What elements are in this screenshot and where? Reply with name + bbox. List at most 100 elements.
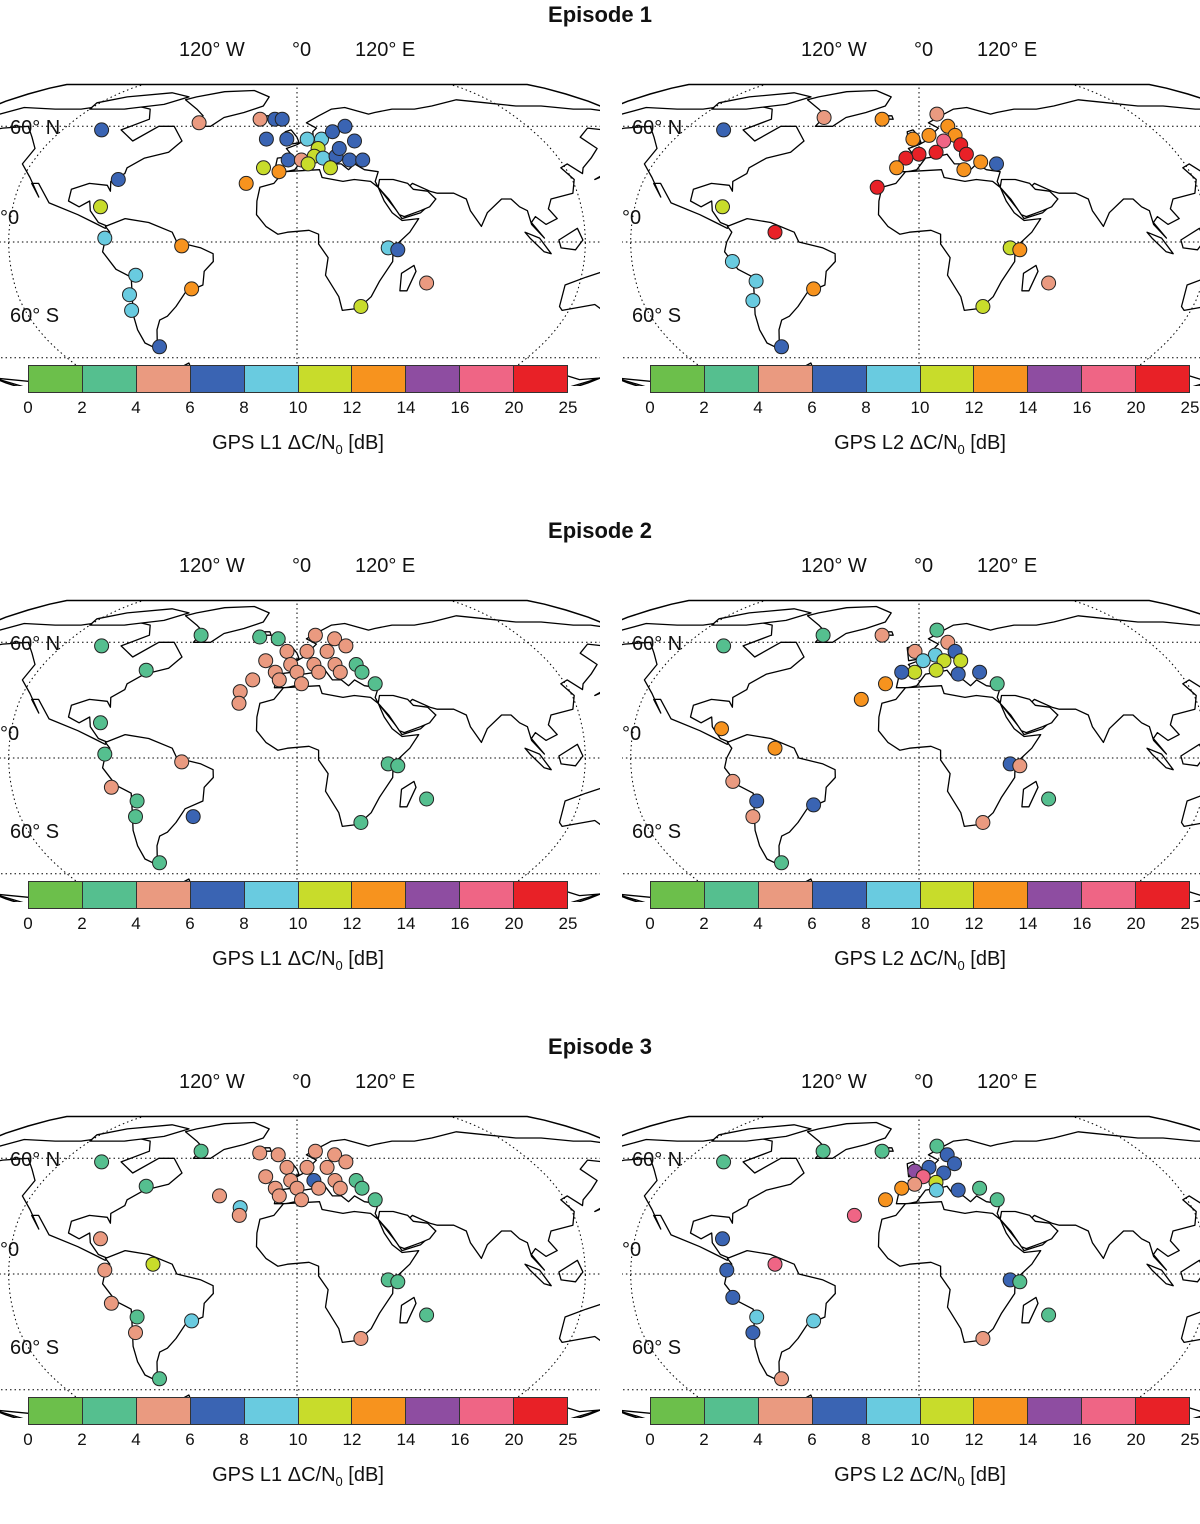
lon-label-0: °0 (292, 38, 311, 62)
colorbar-tick-label: 16 (1062, 398, 1102, 418)
colorbar-segment (83, 1398, 137, 1424)
colorbar-segment (1082, 882, 1136, 908)
landmass-australia (1182, 780, 1200, 835)
colorbar-segment (705, 882, 759, 908)
colorbar-tick-label: 8 (846, 914, 886, 934)
colorbar (28, 881, 568, 909)
colorbar-segment (352, 1398, 406, 1424)
colorbar-tick-label: 20 (494, 1430, 534, 1450)
lat-label-60n: 60° N (632, 1148, 682, 1172)
station-marker (930, 107, 944, 121)
station-marker (300, 644, 314, 658)
colorbar-segment (406, 366, 460, 392)
landmass-borneo (559, 1260, 583, 1282)
colorbar-tick-label: 10 (278, 398, 318, 418)
station-marker (1042, 276, 1056, 290)
station-marker (312, 665, 326, 679)
lon-label-120e: 120° E (977, 38, 1037, 62)
station-marker (368, 677, 382, 691)
colorbar-segment (299, 1398, 353, 1424)
station-marker (726, 1290, 740, 1304)
lon-label-120w: 120° W (801, 1070, 867, 1094)
colorbar-segment (137, 1398, 191, 1424)
station-marker (775, 340, 789, 354)
colorbar-segment (1082, 1398, 1136, 1424)
landmass-sumatra (1147, 232, 1173, 254)
station-marker (300, 1160, 314, 1174)
station-marker (253, 630, 267, 644)
station-marker (816, 1144, 830, 1158)
colorbar-tick-label: 2 (62, 914, 102, 934)
landmass-japan (595, 674, 600, 695)
landmass-australia (560, 1296, 601, 1351)
station-marker (194, 1144, 208, 1158)
station-marker (976, 300, 990, 314)
station-marker (343, 153, 357, 167)
station-marker (750, 794, 764, 808)
colorbar-segment (137, 366, 191, 392)
colorbar-label: GPS L2 ΔC/N0 [dB] (650, 1462, 1190, 1495)
colorbar-label: GPS L1 ΔC/N0 [dB] (28, 1462, 568, 1495)
colorbar-segment (299, 366, 353, 392)
station-marker (192, 116, 206, 130)
lat-label-60n: 60° N (10, 1148, 60, 1172)
colorbar-tick-label: 2 (684, 1430, 724, 1450)
landmass-borneo (559, 744, 583, 766)
station-marker (973, 1181, 987, 1195)
landmass-borneo (1181, 744, 1200, 766)
lat-label-60s: 60° S (10, 1336, 59, 1360)
station-marker (213, 1189, 227, 1203)
station-marker (259, 132, 273, 146)
station-marker (104, 1296, 118, 1310)
station-marker (854, 692, 868, 706)
station-marker (94, 200, 108, 214)
colorbar-segment (352, 366, 406, 392)
station-marker (175, 239, 189, 253)
station-marker (333, 665, 347, 679)
colorbar-segment (921, 366, 975, 392)
colorbar-segment (1028, 366, 1082, 392)
station-marker (308, 1144, 322, 1158)
station-marker (922, 128, 936, 142)
colorbar-label: GPS L1 ΔC/N0 [dB] (28, 430, 568, 463)
colorbar-segment (1136, 366, 1189, 392)
station-marker (94, 1232, 108, 1246)
station-marker (281, 153, 295, 167)
lon-label-120w: 120° W (179, 38, 245, 62)
station-marker (817, 111, 831, 125)
colorbar-segment (1082, 366, 1136, 392)
colorbar-tick-label: 12 (954, 1430, 994, 1450)
station-marker (391, 759, 405, 773)
station-marker (275, 112, 289, 126)
colorbar-segment (83, 366, 137, 392)
station-marker (185, 1314, 199, 1328)
colorbar-tick-label: 4 (116, 914, 156, 934)
colorbar-tick-label: 6 (792, 1430, 832, 1450)
station-marker (146, 1257, 160, 1271)
colorbar-tick-label: 2 (62, 398, 102, 418)
station-marker (715, 722, 729, 736)
station-marker (354, 816, 368, 830)
colorbar-tick-label: 25 (1170, 1430, 1200, 1450)
landmass-australia (1182, 264, 1200, 319)
landmass-australia (560, 264, 601, 319)
colorbar-tick-label: 10 (278, 914, 318, 934)
colorbar (650, 1397, 1190, 1425)
station-marker (272, 165, 286, 179)
station-marker (391, 243, 405, 257)
station-marker (1013, 1275, 1027, 1289)
landmass-madagascar (400, 1297, 416, 1322)
colorbar-segment (974, 882, 1028, 908)
station-marker (354, 300, 368, 314)
colorbar-tick-label: 4 (738, 914, 778, 934)
colorbar-tick-label: 25 (1170, 914, 1200, 934)
station-marker (239, 176, 253, 190)
station-marker (725, 255, 739, 269)
lon-label-120w: 120° W (801, 554, 867, 578)
station-marker (716, 200, 730, 214)
colorbar (650, 881, 1190, 909)
station-marker (816, 628, 830, 642)
lon-label-0: °0 (914, 38, 933, 62)
